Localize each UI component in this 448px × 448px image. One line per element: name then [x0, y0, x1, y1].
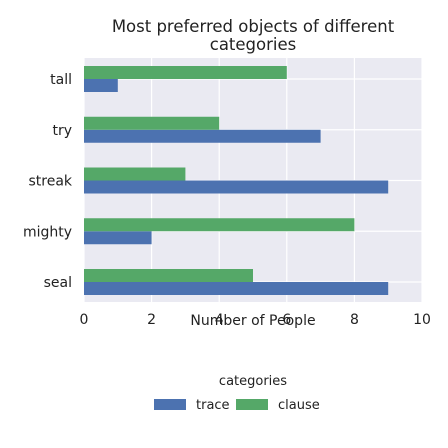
- bar-clause-mighty: [84, 218, 355, 232]
- x-tick-label: 10: [413, 312, 431, 328]
- bar-clause-try: [84, 116, 220, 130]
- y-tick-label: tall: [50, 72, 72, 88]
- legend: trace clause: [154, 398, 320, 413]
- x-tick-label: 4: [215, 312, 224, 328]
- bar-trace-try: [84, 129, 321, 143]
- bar-trace-streak: [84, 180, 389, 194]
- bar-trace-tall: [84, 79, 118, 92]
- bars-group: [84, 66, 389, 295]
- x-tick-label: 6: [282, 312, 291, 328]
- chart-title-line-1: Most preferred objects of different: [112, 17, 395, 36]
- y-tick-label: try: [52, 123, 72, 139]
- x-tick-label: 0: [80, 312, 89, 328]
- bar-clause-seal: [84, 269, 253, 282]
- legend-title: categories: [219, 374, 287, 389]
- y-tick-label: streak: [28, 174, 72, 190]
- x-tick-labels: 0 2 4 6 8 10: [80, 312, 431, 328]
- legend-swatch-clause: [236, 399, 268, 410]
- x-tick-label: 2: [147, 312, 156, 328]
- y-tick-labels: tall try streak mighty seal: [23, 72, 73, 291]
- y-tick-label: mighty: [23, 224, 72, 240]
- x-tick-label: 8: [350, 312, 359, 328]
- legend-label-clause: clause: [278, 398, 320, 413]
- y-tick-label: seal: [44, 275, 72, 291]
- x-axis-label: Number of People: [190, 313, 315, 329]
- legend-label-trace: trace: [196, 398, 230, 413]
- bar-clause-streak: [84, 167, 186, 181]
- legend-swatch-trace: [154, 399, 186, 410]
- bar-trace-seal: [84, 282, 389, 295]
- bar-trace-mighty: [84, 231, 152, 245]
- bar-clause-tall: [84, 66, 287, 79]
- chart-title-line-2: categories: [210, 35, 297, 54]
